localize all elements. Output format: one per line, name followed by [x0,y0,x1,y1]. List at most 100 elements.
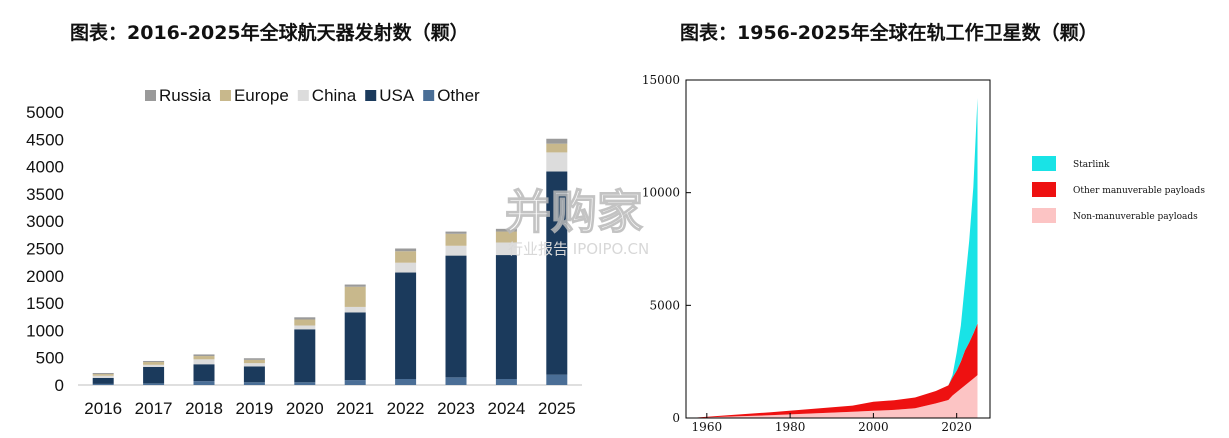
x-tick-label: 1980 [775,420,806,434]
bar-segment-usa-2020 [294,329,316,383]
x-tick-label: 2024 [487,399,525,418]
legend-swatch-russia [145,90,156,101]
bar-segment-russia-2024 [495,228,517,232]
bar-segment-china-2024 [495,242,517,256]
bar-segment-china-2023 [445,245,467,256]
y-tick-label: 10000 [642,186,680,200]
y-tick-label: 0 [55,376,64,395]
legend-swatch-usa [365,90,377,101]
x-tick-label: 2025 [538,399,576,418]
bar-segment-europe-2025 [546,143,568,153]
x-tick-label: 2020 [941,420,972,434]
bar-segment-europe-2018 [193,356,215,360]
bar-segment-other-2019 [243,382,265,385]
watermark: 并购家 行业报告 IPOIPO.CN [504,184,649,258]
bar-segment-china-2022 [395,262,417,273]
satellite-area-chart: 0 5000 10000 15000 1960 1980 2000 2020 Starlink O… [642,73,1206,434]
y-tick-label: 5000 [649,298,680,312]
plot-frame [685,79,991,419]
y-tick-label: 1000 [26,321,64,340]
y-tick-label: 2000 [26,267,64,286]
bar-segment-usa-2023 [445,255,467,378]
bar-segment-china-2017 [143,364,165,367]
bar-segment-europe-2016 [92,374,114,376]
x-tick-label: 2022 [387,399,425,418]
bar-segment-china-2025 [546,152,568,172]
y-tick-label: 0 [672,411,680,425]
bar-segment-china-2021 [344,306,366,313]
y-tick-label: 2500 [26,240,64,259]
watermark-main-text: 并购家 [505,185,643,239]
bar-segment-usa-2024 [495,255,517,379]
bar-segment-usa-2019 [243,366,265,383]
bar-segment-russia-2023 [445,231,467,234]
y-tick-label: 500 [36,349,64,368]
bar-segment-europe-2022 [395,251,417,263]
bar-segment-other-2020 [294,382,316,385]
bar-segment-other-2016 [92,383,114,385]
bar-segment-usa-2016 [92,377,114,384]
legend-label-starlink: Starlink [1073,160,1110,170]
y-tick-label: 4000 [26,158,64,177]
bar-segment-russia-2025 [546,138,568,144]
legend-label-other: Other [437,86,480,105]
bar-segment-russia-2022 [395,248,417,252]
bar-segment-europe-2020 [294,319,316,326]
y-tick-label: 3000 [26,212,64,231]
legend-label-non-manuverable-payloads: Non-manuverable payloads [1073,212,1198,222]
y-tick-label: 15000 [642,73,680,87]
bar-segment-russia-2021 [344,284,366,287]
bar-segment-china-2018 [193,359,215,365]
watermark-sub-text: 行业报告 IPOIPO.CN [508,240,649,258]
x-tick-label: 2017 [135,399,173,418]
launch-bar-chart: 0 500 1000 1500 2000 2500 3000 3500 4000 4500 5000… [26,86,582,418]
legend-swatch-other-manuverable-payloads [1032,182,1056,197]
bar-segment-europe-2024 [495,231,517,243]
bar-segment-europe-2021 [344,286,366,307]
bar-segment-usa-2018 [193,364,215,382]
bar-segment-other-2021 [344,380,366,385]
bar-segment-russia-2020 [294,317,316,320]
x-tick-label: 1960 [692,420,723,434]
bar-segment-russia-2018 [193,354,215,357]
y-tick-label: 3500 [26,185,64,204]
bar-segment-usa-2022 [395,272,417,379]
y-tick-label: 1500 [26,294,64,313]
bar-segment-europe-2019 [243,359,265,364]
area-non-manuverable-payloads [690,375,978,418]
x-tick-label: 2016 [84,399,122,418]
bar-segment-europe-2017 [143,362,165,365]
bar-segment-other-2023 [445,377,467,385]
bar-segment-russia-2016 [92,372,114,375]
legend-swatch-europe [219,90,231,101]
legend-label-europe: Europe [234,86,289,105]
bar-segment-usa-2025 [546,171,568,375]
legend-label-china: China [312,86,357,105]
legend-swatch-starlink [1032,156,1056,171]
y-tick-label: 5000 [26,103,64,122]
x-tick-label: 2023 [437,399,475,418]
bar-segment-russia-2017 [143,360,165,363]
bar-segment-other-2022 [395,378,417,385]
legend-swatch-china [297,90,309,101]
bar-segment-usa-2021 [344,312,366,381]
bar-segment-china-2020 [294,325,316,330]
bar-segment-russia-2019 [243,358,265,360]
legend-label-russia: Russia [159,86,212,105]
legend-swatch-non-manuverable-payloads [1032,208,1056,223]
legend-label-other-manuverable-payloads: Other manuverable payloads [1073,186,1205,196]
x-tick-label: 2021 [336,399,374,418]
bar-segment-usa-2017 [143,366,165,384]
x-tick-label: 2020 [286,399,324,418]
y-tick-label: 4500 [26,130,64,149]
bar-segment-china-2016 [92,375,114,378]
area-starlink [690,98,978,418]
bar-segment-other-2025 [546,374,568,385]
x-tick-label: 2019 [235,399,273,418]
right-chart-title: 图表：1956-2025年全球在轨工作卫星数（颗） [680,22,1098,44]
bar-segment-china-2019 [243,363,265,367]
legend-label-usa: USA [379,86,415,105]
bar-segment-europe-2023 [445,233,467,246]
bar-segment-other-2018 [193,381,215,385]
